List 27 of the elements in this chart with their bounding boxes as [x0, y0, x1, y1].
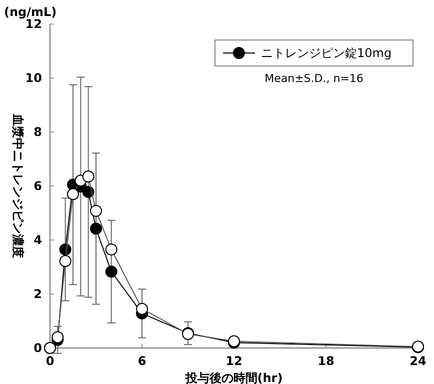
point [136, 302, 148, 315]
y-axis-title: 血漿中ニトレンジピン濃度 [11, 113, 25, 258]
y-tick-label: 4 [34, 233, 42, 247]
y-tick-label: 8 [34, 125, 42, 139]
point [82, 170, 94, 183]
point [105, 266, 118, 278]
point [90, 222, 102, 235]
x-tick-label: 18 [318, 354, 334, 368]
point [90, 204, 102, 217]
y-tick-label: 6 [34, 179, 42, 193]
text: (ng/mL) [4, 5, 57, 19]
x-tick-label: 12 [226, 354, 242, 368]
x-axis-title: 投与後の時間(hr) [184, 371, 283, 384]
point [52, 331, 64, 344]
point [82, 186, 94, 198]
y-tick-label: 2 [34, 287, 42, 301]
x-tick-label: 6 [138, 354, 146, 368]
legend-label: ニトレンジピン錠10mg [261, 46, 392, 60]
y-tick-label: 10 [25, 71, 42, 85]
point [105, 243, 118, 256]
point [67, 188, 79, 200]
x-tick-label: 0 [46, 354, 54, 368]
y-tick-label: 0 [34, 341, 42, 355]
point [59, 255, 72, 268]
x-tick-label: 24 [410, 354, 426, 368]
y-tick-label: 12 [25, 17, 42, 31]
annotation: Mean±S.D., n=16 [264, 72, 364, 85]
